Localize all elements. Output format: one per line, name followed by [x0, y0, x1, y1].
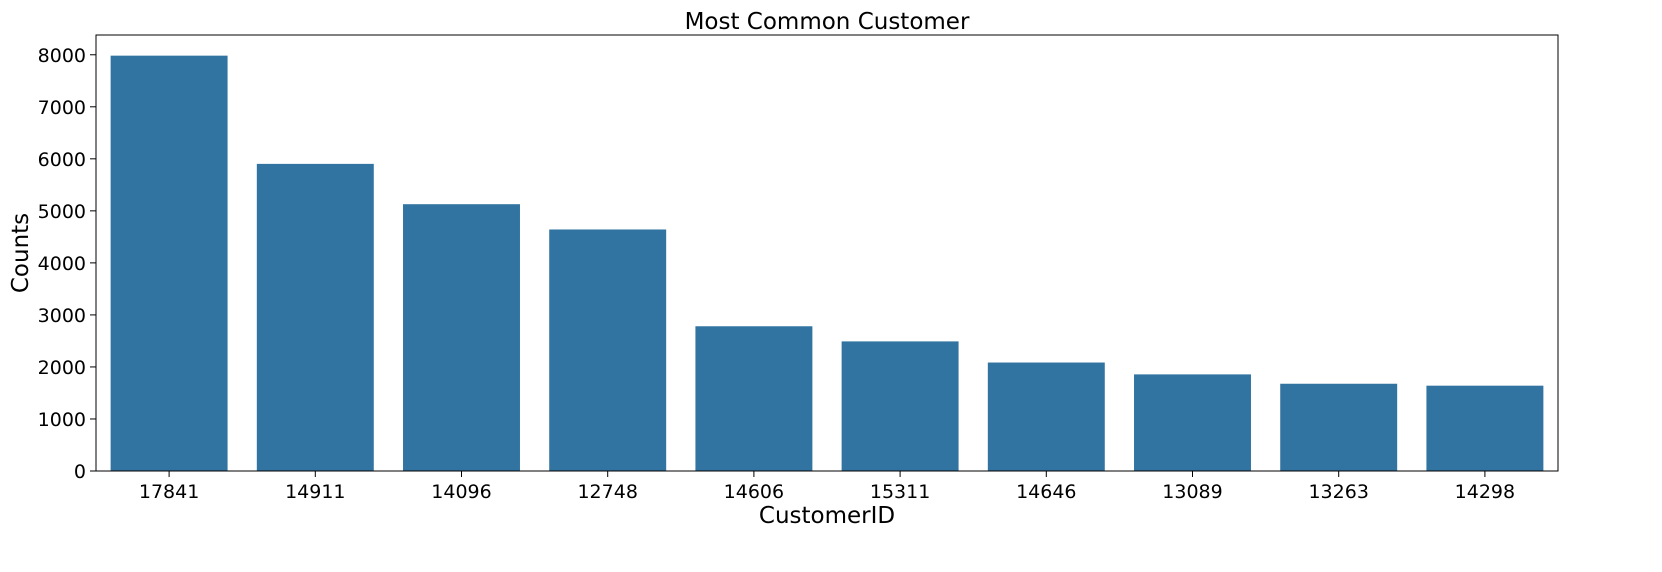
- x-tick-label: 13263: [1308, 481, 1368, 503]
- plot-frame: [95, 34, 1559, 472]
- y-tick-label: 8000: [38, 45, 86, 67]
- x-tick-label: 14646: [1016, 481, 1076, 503]
- x-tick-label: 12748: [577, 481, 637, 503]
- y-tick-label: 0: [74, 461, 86, 483]
- x-axis-label: CustomerID: [759, 503, 895, 529]
- y-tick-label: 6000: [38, 149, 86, 171]
- bar-15311: [841, 341, 959, 471]
- bar-14911: [256, 163, 374, 471]
- bar-17841: [110, 55, 228, 472]
- bar-12748: [549, 229, 667, 471]
- x-tick-label: 14606: [724, 481, 784, 503]
- bars-group: [110, 55, 1544, 472]
- chart-title: Most Common Customer: [685, 9, 970, 35]
- bar-14606: [695, 326, 813, 471]
- x-tick-label: 14298: [1455, 481, 1515, 503]
- y-tick-label: 4000: [38, 253, 86, 275]
- y-tick-label: 5000: [38, 201, 86, 223]
- y-tick-label: 3000: [38, 305, 86, 327]
- y-tick-label: 1000: [38, 409, 86, 431]
- y-tick-label: 2000: [38, 357, 86, 379]
- bar-13263: [1280, 383, 1398, 471]
- x-tick-label: 13089: [1162, 481, 1222, 503]
- y-axis-label: Counts: [8, 213, 34, 293]
- x-tick-label: 14096: [431, 481, 491, 503]
- y-axis-ticks: 0 1000 2000 3000 4000 5000 6000 7000 8000: [38, 45, 96, 483]
- x-tick-label: 17841: [139, 481, 199, 503]
- x-tick-label: 14911: [285, 481, 345, 503]
- bar-14646: [987, 362, 1105, 471]
- bar-14298: [1426, 385, 1544, 471]
- y-tick-label: 7000: [38, 97, 86, 119]
- x-tick-label: 15311: [870, 481, 930, 503]
- bar-13089: [1134, 374, 1251, 471]
- bar-14096: [403, 204, 520, 471]
- x-axis-ticks: 17841 14911 14096 12748 14606 15311 14646 13089…: [139, 471, 1515, 503]
